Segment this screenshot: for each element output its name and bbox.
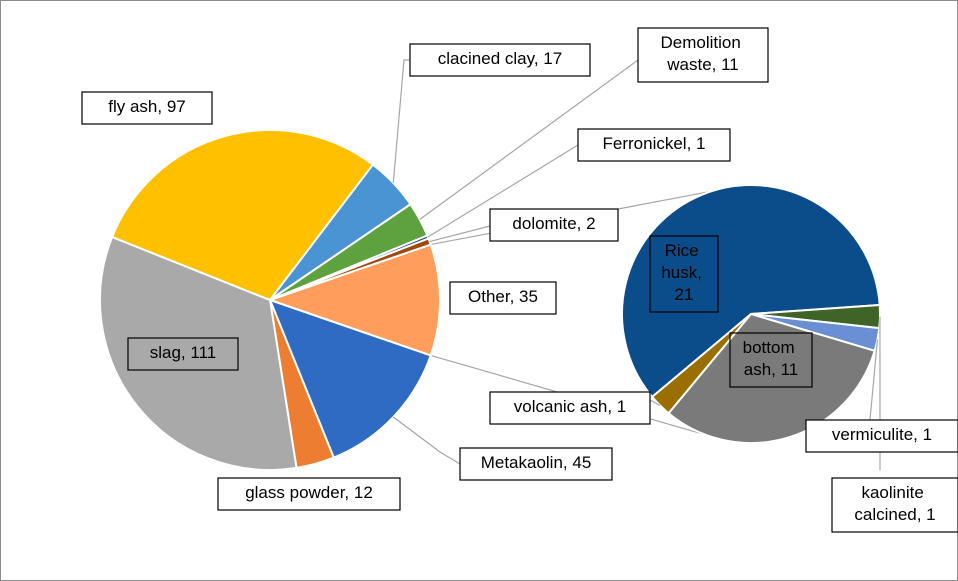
- data-label: Ferronickel, 1: [603, 134, 706, 153]
- label-line: volcanic ash, 1: [514, 397, 626, 416]
- label-line: bottom: [743, 338, 800, 357]
- data-label: Demolition waste, 11: [660, 33, 745, 74]
- data-label-box: [637, 27, 769, 83]
- label-line: waste, 11: [666, 55, 739, 74]
- label-line: husk,: [661, 263, 706, 282]
- data-label: slag, 111: [150, 343, 216, 362]
- leader-line: [427, 144, 579, 238]
- pie-slice: [99, 235, 298, 471]
- label-line: calcined, 1: [854, 505, 935, 524]
- data-label: clacined clay, 17: [438, 49, 562, 68]
- data-label: glass powder, 12: [245, 483, 373, 502]
- label-line: Metakaolin, 45: [481, 453, 592, 472]
- label-line: Demolition: [660, 33, 745, 52]
- data-label: Rice husk, 21: [661, 241, 706, 304]
- data-label: Metakaolin, 45: [481, 453, 592, 472]
- data-label-box: [649, 235, 719, 313]
- label-line: Ferronickel, 1: [603, 134, 706, 153]
- leader-line: [429, 225, 491, 243]
- data-label: volcanic ash, 1: [514, 397, 626, 416]
- data-label-box: [127, 337, 239, 371]
- data-label: kaolinite calcined, 1: [854, 483, 935, 524]
- label-line: dolomite, 2: [512, 214, 595, 233]
- label-line: vermiculite, 1: [832, 425, 932, 444]
- pie-slice: [266, 243, 441, 357]
- label-line: kaolinite: [861, 483, 928, 502]
- data-label-box: [489, 391, 651, 425]
- label-line: 21: [675, 285, 694, 304]
- leader-line: [392, 416, 461, 465]
- label-line: ash, 11: [744, 360, 799, 379]
- data-label-box: [459, 447, 613, 481]
- data-label-box: [577, 128, 731, 162]
- data-label-box: [805, 419, 958, 453]
- data-label-box: [81, 91, 213, 125]
- data-label: Other, 35: [468, 287, 538, 306]
- data-label-box: [409, 43, 591, 77]
- leader-line: [419, 59, 639, 220]
- leader-line: [649, 399, 661, 406]
- label-line: clacined clay, 17: [438, 49, 562, 68]
- pie-slice: [667, 312, 876, 444]
- label-line: slag, 111: [150, 343, 216, 362]
- data-label: dolomite, 2: [512, 214, 595, 233]
- data-label-box: [831, 477, 958, 533]
- data-label-box: [449, 281, 557, 315]
- leader-line: [392, 59, 410, 184]
- pie-slice: [621, 184, 881, 399]
- pie-slice: [110, 129, 375, 302]
- label-line: fly ash, 97: [108, 97, 186, 116]
- pie-slice: [268, 298, 432, 459]
- data-label: fly ash, 97: [108, 97, 186, 116]
- data-label: bottom ash, 11: [743, 338, 800, 379]
- label-line: glass powder, 12: [245, 483, 373, 502]
- data-label-box: [729, 332, 813, 388]
- label-line: Other, 35: [468, 287, 538, 306]
- data-label-box: [217, 477, 401, 511]
- data-label-box: [489, 208, 619, 242]
- label-line: Rice: [665, 241, 704, 260]
- leader-line: [869, 339, 879, 421]
- data-label: vermiculite, 1: [832, 425, 932, 444]
